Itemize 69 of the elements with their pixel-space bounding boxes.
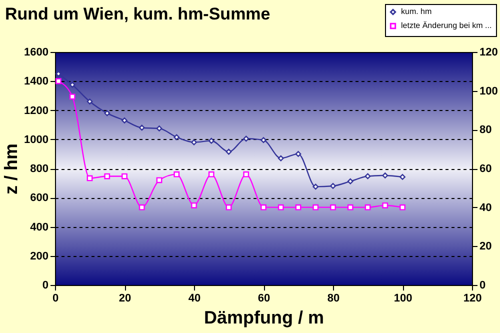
point [295, 204, 302, 210]
legend-label: letzte Änderung bei km ... [401, 21, 492, 30]
point [122, 173, 128, 180]
point [226, 148, 232, 155]
point [191, 139, 197, 146]
point [382, 202, 388, 208]
point [226, 204, 232, 210]
y-tick-label: 1000 [24, 134, 48, 146]
x-axis-title: Dämpfung / m [204, 308, 324, 328]
y2-tick-label: 40 [480, 202, 492, 214]
x-tick-label: 0 [52, 292, 59, 304]
point [86, 175, 93, 182]
point [208, 171, 214, 178]
chart-title: Rund um Wien, kum. hm-Summe [5, 4, 270, 24]
point [400, 204, 406, 210]
point [104, 110, 110, 116]
x-tick-label: 40 [188, 292, 201, 304]
y-tick-label: 1600 [24, 46, 48, 58]
point [69, 82, 76, 88]
point [243, 136, 250, 142]
y-tick-label: 1200 [24, 104, 48, 117]
y-tick-label: 200 [30, 250, 48, 262]
point [312, 184, 319, 190]
point [347, 204, 354, 210]
point [330, 204, 336, 210]
point [312, 204, 319, 210]
point [174, 134, 180, 140]
y-tick-label: 0 [42, 280, 48, 292]
point [156, 126, 162, 132]
point [138, 124, 145, 131]
point [243, 171, 250, 178]
point [208, 138, 214, 144]
y2-tick-label: 60 [480, 163, 492, 175]
point [86, 98, 93, 104]
y-tick-label: 400 [30, 221, 48, 234]
point [156, 177, 162, 184]
point [382, 172, 388, 178]
point [364, 173, 371, 180]
point [174, 171, 180, 178]
point [330, 183, 336, 189]
point [278, 155, 284, 162]
point [400, 174, 406, 180]
x-tick-label: 60 [258, 292, 270, 304]
y-axis-title: z / hm [1, 143, 22, 195]
point [260, 204, 266, 210]
point [69, 94, 76, 100]
legend-label: kum. hm [401, 7, 432, 16]
y-tick-label: 600 [30, 192, 48, 204]
y-tick-label: 800 [30, 163, 48, 175]
y-tick-label: 1400 [24, 76, 48, 88]
x-tick-label: 20 [118, 292, 132, 304]
point [122, 118, 128, 124]
y2-tick-label: 100 [480, 85, 498, 98]
y2-tick-label: 20 [480, 240, 492, 253]
point [347, 178, 354, 184]
point [138, 204, 145, 210]
y2-tick-label: 120 [480, 46, 498, 58]
point [260, 137, 266, 144]
point [191, 202, 197, 208]
point [278, 204, 284, 210]
x-tick-label: 80 [327, 292, 340, 304]
y2-tick-label: 0 [480, 280, 486, 292]
point [104, 173, 110, 180]
point [56, 78, 62, 84]
y2-tick-label: 80 [480, 124, 492, 136]
x-tick-label: 120 [463, 292, 482, 304]
x-tick-label: 100 [394, 292, 412, 304]
point [295, 150, 302, 157]
point [364, 204, 371, 210]
